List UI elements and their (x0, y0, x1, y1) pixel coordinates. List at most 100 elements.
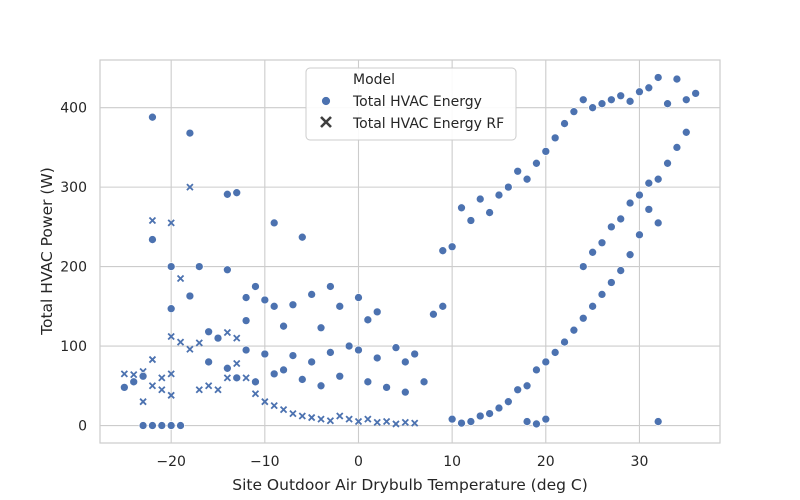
legend-box (305, 67, 517, 141)
rf-point (317, 415, 325, 423)
energy-point (269, 218, 279, 228)
energy-point (223, 363, 232, 373)
energy-point (644, 83, 654, 93)
energy-point (475, 194, 485, 204)
energy-point (251, 282, 260, 291)
energy-point (438, 301, 448, 311)
energy-point (691, 89, 700, 98)
y-tick-label: 200 (60, 260, 87, 276)
energy-point (635, 87, 644, 97)
energy-point (588, 247, 597, 257)
energy-point (466, 216, 476, 225)
energy-point (223, 265, 232, 275)
rf-point (251, 390, 260, 398)
energy-point (569, 107, 579, 116)
energy-point (391, 343, 401, 352)
energy-point (475, 411, 485, 421)
energy-point (260, 349, 270, 359)
energy-point (672, 143, 682, 152)
x-tick-label: −20 (156, 454, 186, 470)
energy-point (607, 95, 616, 105)
energy-point (335, 301, 345, 311)
legend-x-marker (320, 116, 332, 128)
energy-point (251, 377, 260, 387)
energy-point (466, 417, 476, 426)
energy-point (288, 300, 298, 310)
energy-point (382, 383, 391, 392)
energy-point (316, 381, 326, 391)
energy-point (260, 295, 270, 305)
energy-point (120, 383, 129, 392)
y-tick-label: 300 (60, 180, 87, 196)
rf-point (176, 274, 185, 283)
energy-point (279, 365, 288, 375)
x-tick-label: −10 (250, 454, 280, 470)
rf-point (176, 338, 185, 346)
energy-point (344, 341, 354, 351)
rf-point (298, 412, 306, 420)
energy-point (560, 119, 569, 128)
energy-point (653, 218, 663, 228)
rf-point (270, 402, 278, 410)
x-tick-label: 30 (631, 454, 649, 470)
rf-point (148, 382, 157, 390)
rf-point (167, 370, 175, 378)
energy-point (681, 127, 691, 137)
energy-point (644, 178, 654, 188)
energy-point (166, 304, 176, 314)
energy-point (148, 421, 157, 430)
energy-point (307, 357, 317, 367)
energy-point (185, 128, 195, 138)
energy-point (326, 348, 335, 357)
energy-point (503, 182, 513, 192)
rf-point (167, 219, 175, 227)
energy-point (335, 371, 345, 381)
energy-point (532, 365, 541, 375)
plot-frame (99, 59, 721, 444)
energy-point (138, 421, 148, 430)
legend-entry-total-hvac-energy: Total HVAC Energy (352, 94, 482, 110)
energy-point (176, 421, 185, 430)
energy-point (616, 266, 626, 275)
energy-point (438, 246, 448, 256)
energy-point (588, 103, 597, 113)
energy-point (597, 290, 607, 299)
energy-point (616, 91, 626, 101)
rf-point (186, 345, 194, 353)
energy-point (541, 147, 551, 156)
rf-point (158, 374, 166, 382)
energy-point (635, 190, 644, 200)
rf-point (289, 409, 297, 418)
legend-title: Model (353, 72, 395, 88)
energy-point (597, 238, 607, 248)
x-tick-label: 20 (537, 454, 555, 470)
rf-point (364, 415, 372, 423)
energy-point (213, 333, 223, 343)
energy-point (241, 293, 251, 302)
energy-point (316, 323, 326, 333)
energy-point (597, 99, 607, 109)
rf-point (120, 370, 128, 378)
energy-point (232, 188, 242, 198)
energy-point (138, 371, 148, 381)
energy-point (569, 325, 579, 335)
energy-point (400, 387, 410, 397)
rf-point (139, 398, 147, 406)
rf-point (214, 386, 222, 394)
energy-point (672, 74, 682, 84)
energy-point (457, 418, 466, 428)
energy-point (588, 301, 597, 311)
rf-point (279, 405, 288, 414)
energy-point (653, 174, 663, 184)
energy-point (297, 232, 307, 242)
energy-point (494, 190, 504, 200)
rf-point (401, 418, 409, 426)
energy-point (372, 353, 382, 363)
rf-point (392, 420, 400, 428)
energy-point (232, 373, 242, 383)
rf-point (373, 418, 381, 426)
energy-point (410, 349, 420, 359)
energy-point (447, 414, 457, 424)
